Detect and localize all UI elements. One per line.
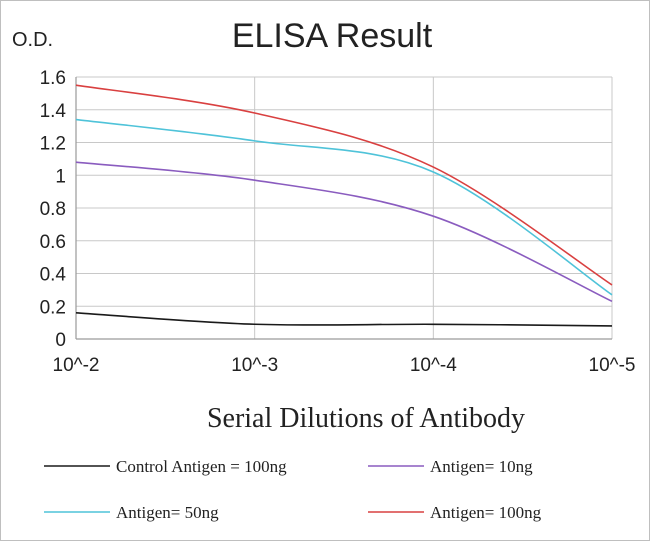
y-tick-label: 0 [55,330,66,351]
x-tick-label: 10^-4 [410,355,457,376]
y-tick-labels: 0 0.2 0.4 0.6 0.8 1 1.2 1.4 1.6 [40,68,67,351]
y-tick-label: 1.2 [40,134,66,155]
y-tick-label: 1.4 [40,101,67,122]
x-tick-label: 10^-2 [53,355,100,376]
x-axis-label: Serial Dilutions of Antibody [207,403,525,434]
x-tick-label: 10^-3 [231,355,278,376]
y-axis-label: O.D. [12,29,53,51]
y-tick-label: 1.6 [40,68,66,89]
legend: Control Antigen = 100ng Antigen= 10ng Anti… [44,457,542,522]
series-line-2 [75,161,613,303]
series-line-1 [75,312,613,327]
y-tick-label: 0.8 [40,199,66,220]
x-tick-labels: 10^-2 10^-3 10^-4 10^-5 [53,355,636,376]
y-tick-label: 0.6 [40,232,66,253]
y-tick-label: 0.4 [40,265,67,286]
series-line-4 [75,84,613,286]
legend-label: Antigen= 50ng [116,503,219,522]
x-tick-label: 10^-5 [589,355,636,376]
series-line-3 [75,118,613,296]
series-lines [75,84,613,327]
legend-label: Antigen= 100ng [430,503,542,522]
axes [75,77,612,340]
gridlines [76,76,613,339]
y-tick-label: 1 [55,166,66,187]
y-tick-label: 0.2 [40,297,66,318]
chart-title: ELISA Result [232,17,433,55]
legend-label: Control Antigen = 100ng [116,457,287,476]
legend-label: Antigen= 10ng [430,457,533,476]
